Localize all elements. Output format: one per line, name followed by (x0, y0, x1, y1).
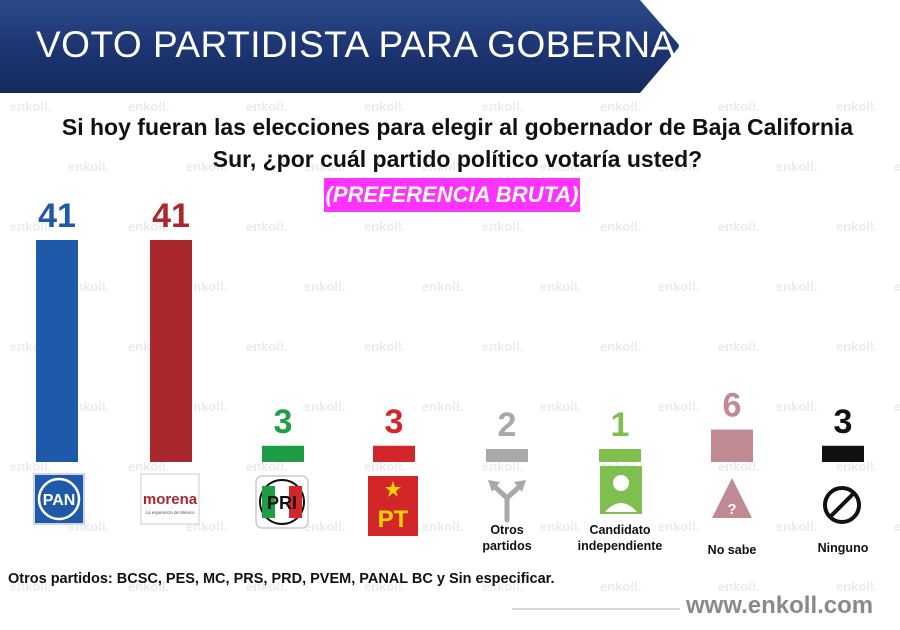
value-label-0: 41 (38, 197, 76, 235)
bar-4 (486, 449, 528, 462)
pan-logo-text: PAN (43, 492, 76, 509)
arrow-right-head (514, 480, 526, 492)
footnote: Otros partidos: BCSC, PES, MC, PRS, PRD,… (8, 571, 555, 587)
title-banner (0, 0, 680, 93)
value-label-3: 3 (385, 403, 404, 441)
value-label-6: 6 (723, 387, 742, 425)
split-arrows-icon (491, 483, 523, 523)
pan-logo-ring (37, 477, 81, 521)
survey-question: Si hoy fueran las elecciones para elegir… (40, 111, 875, 175)
bar-3 (373, 445, 415, 462)
question-line-1: Si hoy fueran las elecciones para elegir… (61, 114, 854, 140)
question-line-2: Sur, ¿por cuál partido político votaría … (212, 146, 703, 172)
pan-logo (33, 473, 85, 525)
arrow-left-head (488, 480, 500, 492)
prohibited-icon (823, 486, 861, 524)
bar-7 (822, 445, 864, 462)
bar-6 (711, 429, 753, 462)
bar-1 (150, 240, 192, 462)
morena-logo-subtext: La esperanza de México (145, 510, 195, 515)
bar-2 (262, 445, 304, 462)
page-title: VOTO PARTIDISTA PARA GOBERNADOR (36, 24, 760, 65)
pri-logo-text: PRI (267, 493, 297, 513)
morena-logo (140, 473, 200, 525)
preference-tag: (PREFERENCIA BRUTA) (324, 178, 580, 212)
value-label-5: 1 (611, 406, 630, 444)
morena-logo-text: morena (143, 491, 198, 508)
bar-0 (36, 240, 78, 462)
category-label-5: Candidato independiente (578, 523, 663, 553)
category-label-7: Ninguno (818, 541, 869, 555)
value-label-4: 2 (498, 406, 517, 444)
pt-logo-star (385, 481, 401, 497)
bar-5 (599, 449, 641, 462)
prohibited-slash (828, 491, 856, 519)
value-label-2: 3 (274, 403, 293, 441)
value-label-1: 41 (152, 197, 190, 235)
pt-logo-text: PT (378, 506, 409, 533)
question-mark: ? (727, 501, 736, 518)
question-triangle-icon (712, 478, 752, 518)
category-label-6: No sabe (708, 543, 757, 557)
person-head (613, 475, 629, 491)
value-label-7: 3 (834, 403, 853, 441)
category-label-4: Otros partidos (482, 523, 531, 553)
footer-divider (512, 608, 680, 610)
website-link[interactable]: www.enkoll.com (686, 592, 874, 619)
person-body (605, 503, 637, 512)
pri-logo-red (289, 486, 302, 518)
pri-logo-green (262, 486, 275, 518)
